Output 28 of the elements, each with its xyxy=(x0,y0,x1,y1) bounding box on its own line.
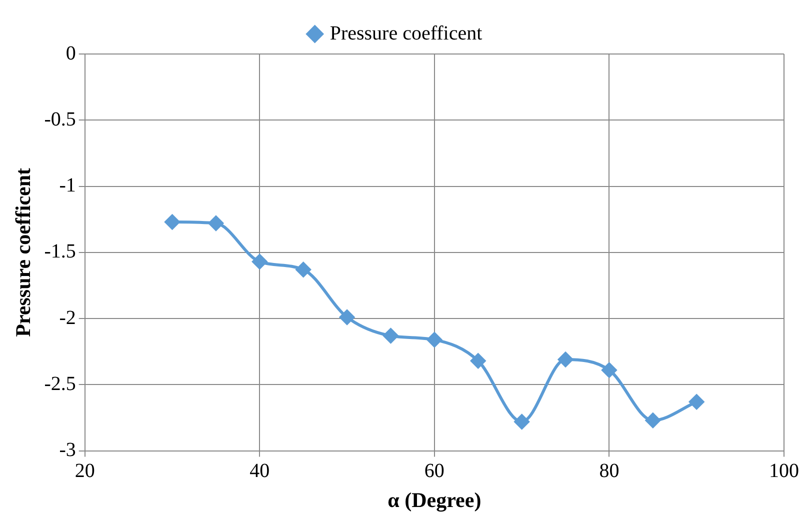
point xyxy=(164,214,180,230)
x-tick-label: 40 xyxy=(250,460,270,482)
point xyxy=(558,352,574,368)
y-tick-label: -3 xyxy=(59,439,76,462)
x-tick-label: 60 xyxy=(424,460,444,482)
point xyxy=(645,412,660,428)
point xyxy=(514,414,530,430)
y-tick-label: 0 xyxy=(66,42,76,64)
x-axis-title: α (Degree) xyxy=(388,488,482,512)
y-tick-label: -1 xyxy=(59,174,76,197)
x-tick-label: 80 xyxy=(599,460,620,482)
point xyxy=(689,394,704,410)
point xyxy=(340,310,355,325)
legend-label: Pressure coefficent xyxy=(330,22,483,44)
point xyxy=(602,362,617,378)
point xyxy=(296,262,311,278)
y-tick-label: -2 xyxy=(59,306,76,329)
y-tick-label: -2.5 xyxy=(44,372,76,395)
point xyxy=(383,328,398,344)
x-tick-label: 20 xyxy=(74,460,95,482)
x-tick-label: 100 xyxy=(769,460,799,482)
point xyxy=(470,353,486,368)
y-axis-title: Pressure coefficent xyxy=(11,168,36,337)
point xyxy=(426,332,442,348)
point xyxy=(208,216,224,231)
y-tick-label: -0.5 xyxy=(44,108,76,130)
point xyxy=(252,254,268,270)
y-tick-label: -1.5 xyxy=(44,240,76,263)
